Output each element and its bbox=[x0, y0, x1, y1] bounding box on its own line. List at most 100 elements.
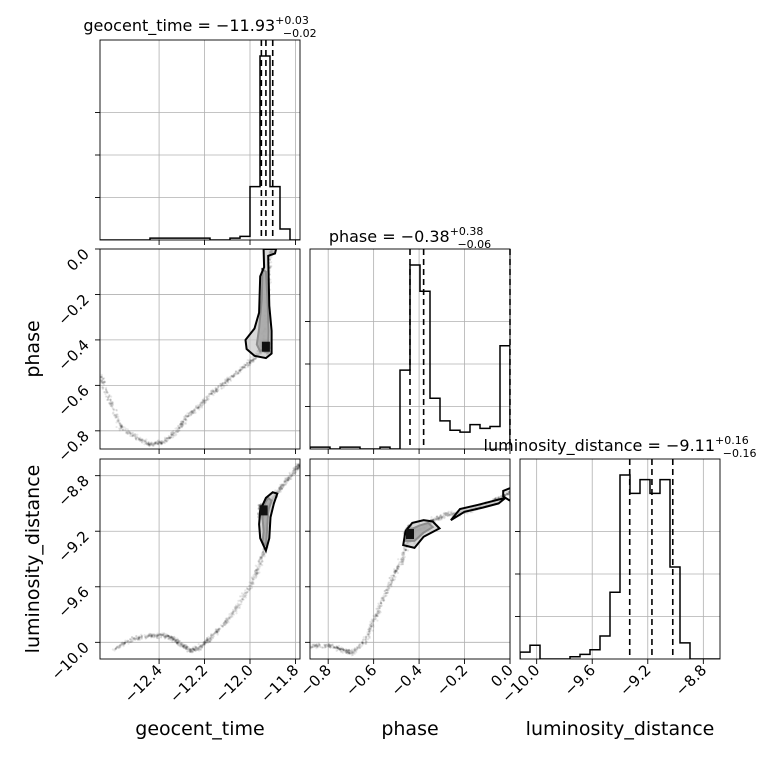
sample-point bbox=[122, 641, 125, 645]
sample-point bbox=[245, 591, 248, 594]
sample-point bbox=[440, 516, 443, 519]
sample-point bbox=[439, 513, 442, 517]
sample-point bbox=[158, 441, 161, 444]
sample-point bbox=[158, 633, 161, 636]
sample-point bbox=[376, 605, 379, 608]
sample-point bbox=[127, 640, 130, 643]
sample-point bbox=[259, 556, 262, 560]
sample-point bbox=[243, 364, 246, 367]
sample-point bbox=[226, 378, 230, 381]
sample-point bbox=[172, 637, 175, 640]
sample-point bbox=[402, 558, 405, 561]
sample-point bbox=[251, 583, 254, 586]
sample-point bbox=[367, 630, 371, 633]
sample-point bbox=[184, 646, 187, 649]
sample-point bbox=[226, 379, 229, 383]
sample-point bbox=[269, 266, 273, 269]
sample-point bbox=[130, 640, 133, 643]
sample-point bbox=[238, 599, 241, 602]
sample-point bbox=[292, 472, 295, 475]
sample-point bbox=[164, 635, 167, 638]
sample-point bbox=[182, 422, 185, 425]
sample-point bbox=[442, 515, 445, 518]
sample-point bbox=[166, 634, 169, 638]
sample-point bbox=[229, 616, 232, 619]
sample-point bbox=[178, 645, 182, 648]
sample-point bbox=[168, 435, 171, 439]
sample-point bbox=[161, 440, 165, 444]
sample-point bbox=[197, 649, 201, 652]
sample-point bbox=[293, 466, 296, 469]
sample-point bbox=[120, 426, 123, 429]
sample-point bbox=[396, 565, 399, 568]
sample-point bbox=[222, 623, 226, 627]
sample-point bbox=[145, 438, 148, 441]
sample-point bbox=[202, 400, 205, 403]
sample-point bbox=[228, 612, 231, 616]
sample-point bbox=[315, 643, 318, 646]
sample-point bbox=[204, 639, 207, 642]
sample-point bbox=[122, 642, 126, 645]
sample-point bbox=[296, 469, 299, 472]
sample-point bbox=[109, 398, 112, 401]
sample-point bbox=[358, 646, 361, 650]
sample-point bbox=[382, 599, 385, 602]
sample-point bbox=[315, 644, 318, 647]
sample-point bbox=[280, 487, 283, 490]
sample-point bbox=[316, 645, 319, 648]
sample-point bbox=[371, 619, 374, 622]
sample-point bbox=[362, 638, 365, 641]
sample-point bbox=[400, 552, 403, 555]
sample-point bbox=[277, 487, 281, 490]
sample-point bbox=[350, 652, 353, 655]
sample-point bbox=[184, 417, 187, 421]
sample-point bbox=[207, 640, 211, 643]
sample-point bbox=[256, 567, 260, 570]
sample-point bbox=[389, 578, 393, 582]
sample-point bbox=[260, 562, 263, 566]
sample-point bbox=[232, 610, 236, 613]
sample-point bbox=[193, 648, 196, 652]
sample-point bbox=[311, 643, 314, 646]
sample-point bbox=[220, 384, 223, 387]
sample-point bbox=[108, 402, 111, 405]
sample-point bbox=[396, 566, 399, 569]
sample-point bbox=[192, 648, 195, 651]
sample-point bbox=[445, 512, 448, 515]
sample-point bbox=[231, 375, 235, 378]
sample-point bbox=[241, 367, 244, 370]
sample-point bbox=[190, 649, 194, 652]
sample-point bbox=[374, 614, 377, 617]
sample-point bbox=[198, 645, 201, 649]
sample-point bbox=[235, 610, 238, 613]
sample-point bbox=[392, 574, 395, 577]
sample-point bbox=[342, 648, 346, 651]
sample-point bbox=[112, 408, 115, 412]
sample-point bbox=[170, 636, 174, 639]
sample-point bbox=[208, 393, 211, 396]
sample-point bbox=[443, 517, 446, 520]
sample-point bbox=[259, 561, 262, 564]
sample-point bbox=[353, 649, 357, 652]
sample-point bbox=[116, 413, 119, 416]
sample-point bbox=[376, 615, 379, 618]
sample-point bbox=[340, 648, 343, 651]
sample-point bbox=[167, 637, 170, 640]
sample-point bbox=[222, 382, 225, 385]
sample-point bbox=[133, 636, 136, 640]
sample-point bbox=[202, 642, 206, 646]
sample-point bbox=[375, 612, 378, 615]
sample-point bbox=[144, 439, 147, 442]
sample-point bbox=[444, 513, 447, 516]
sample-point bbox=[186, 650, 189, 653]
sample-point bbox=[405, 548, 408, 552]
sample-point bbox=[296, 466, 299, 469]
sample-point bbox=[119, 644, 123, 647]
sample-point bbox=[186, 415, 189, 418]
sample-point bbox=[192, 648, 196, 651]
sample-point bbox=[430, 516, 433, 519]
sample-point bbox=[282, 484, 285, 487]
sample-point bbox=[511, 491, 513, 493]
density-layer bbox=[111, 462, 300, 654]
sample-point bbox=[224, 382, 227, 385]
